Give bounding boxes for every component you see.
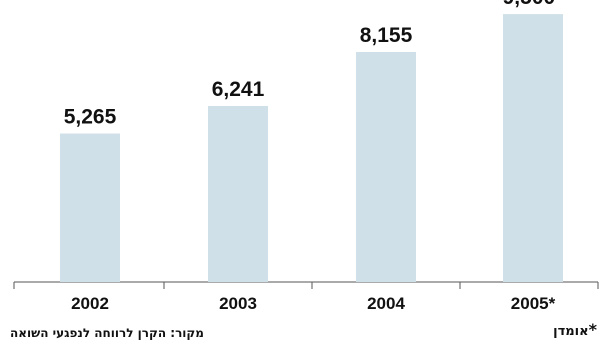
bars-group: [60, 14, 563, 283]
value-label-2003: 6,241: [212, 78, 265, 101]
bar-2005: [503, 14, 563, 282]
source-note-text: מקור: הקרן לרווחה לנפגעי השואה: [10, 326, 204, 340]
estimate-note: *אומדן: [553, 320, 597, 339]
category-label-2004: 2004: [367, 294, 405, 313]
value-label-2002: 5,265: [64, 106, 117, 129]
estimate-note-text: אומדן: [553, 324, 589, 339]
x-ticks-group: [13, 282, 599, 289]
bar-2003: [208, 106, 268, 282]
category-labels-group: 2002 2003 2004 2005*: [71, 294, 556, 313]
category-label-2002: 2002: [71, 294, 109, 313]
category-label-2003: 2003: [219, 294, 257, 313]
value-labels-group: 5,265 6,241 8,155 9,500*: [64, 0, 564, 129]
value-label-2004: 8,155: [360, 24, 413, 47]
category-label-2005: 2005*: [511, 294, 556, 313]
estimate-marker: *: [588, 320, 597, 339]
source-note: מקור: הקרן לרווחה לנפגעי השואה: [10, 326, 204, 340]
bar-2004: [356, 52, 416, 283]
bar-2002: [60, 133, 120, 282]
value-label-2005: 9,500*: [503, 0, 565, 9]
